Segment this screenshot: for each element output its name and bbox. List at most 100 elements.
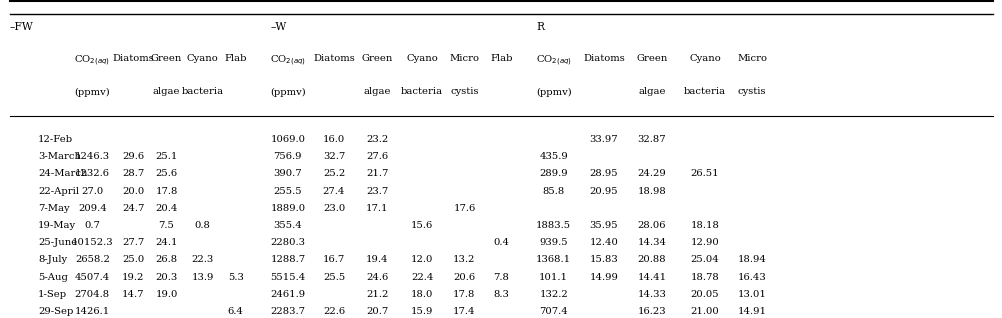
Text: Diatoms: Diatoms [112, 54, 154, 63]
Text: 22.4: 22.4 [411, 273, 433, 281]
Text: 24.29: 24.29 [637, 169, 665, 178]
Text: –FW: –FW [10, 22, 34, 32]
Text: 28.95: 28.95 [589, 169, 617, 178]
Text: 29.6: 29.6 [122, 152, 144, 161]
Text: 1426.1: 1426.1 [74, 307, 110, 316]
Text: 0.8: 0.8 [194, 221, 210, 230]
Text: 8-July: 8-July [38, 255, 67, 264]
Text: 25-June: 25-June [38, 238, 77, 247]
Text: algae: algae [152, 87, 180, 96]
Text: 20.0: 20.0 [122, 187, 144, 196]
Text: Flab: Flab [224, 54, 246, 63]
Text: 14.99: 14.99 [589, 273, 617, 281]
Text: Flab: Flab [490, 54, 512, 63]
Text: 2658.2: 2658.2 [75, 255, 109, 264]
Text: 4507.4: 4507.4 [74, 273, 110, 281]
Text: 6.4: 6.4 [227, 307, 243, 316]
Text: (ppmv): (ppmv) [535, 87, 571, 97]
Text: 12.90: 12.90 [690, 238, 718, 247]
Text: 7.5: 7.5 [158, 221, 174, 230]
Text: 20.7: 20.7 [366, 307, 388, 316]
Text: 19.4: 19.4 [366, 255, 388, 264]
Text: 255.5: 255.5 [274, 187, 302, 196]
Text: 13.2: 13.2 [453, 255, 475, 264]
Text: 24.7: 24.7 [122, 204, 144, 213]
Text: cystis: cystis [737, 87, 766, 96]
Text: bacteria: bacteria [181, 87, 223, 96]
Text: algae: algae [637, 87, 665, 96]
Text: 25.0: 25.0 [122, 255, 144, 264]
Text: 17.8: 17.8 [453, 290, 475, 299]
Text: 5-Aug: 5-Aug [38, 273, 68, 281]
Text: 14.34: 14.34 [637, 238, 665, 247]
Text: 209.4: 209.4 [78, 204, 106, 213]
Text: 1-Sep: 1-Sep [38, 290, 67, 299]
Text: Cyano: Cyano [186, 54, 218, 63]
Text: –W: –W [271, 22, 287, 32]
Text: CO$_{2(aq)}$: CO$_{2(aq)}$ [74, 54, 110, 68]
Text: 707.4: 707.4 [539, 307, 567, 316]
Text: 5515.4: 5515.4 [270, 273, 306, 281]
Text: 12.40: 12.40 [589, 238, 617, 247]
Text: Green: Green [635, 54, 667, 63]
Text: 27.7: 27.7 [122, 238, 144, 247]
Text: Micro: Micro [449, 54, 479, 63]
Text: 23.7: 23.7 [366, 187, 388, 196]
Text: 21.2: 21.2 [366, 290, 388, 299]
Text: Diatoms: Diatoms [313, 54, 355, 63]
Text: 390.7: 390.7 [274, 169, 302, 178]
Text: 5.3: 5.3 [227, 273, 243, 281]
Text: 20.88: 20.88 [637, 255, 665, 264]
Text: 18.98: 18.98 [637, 187, 665, 196]
Text: 14.91: 14.91 [737, 307, 766, 316]
Text: 18.78: 18.78 [690, 273, 718, 281]
Text: 2461.9: 2461.9 [270, 290, 306, 299]
Text: 756.9: 756.9 [274, 152, 302, 161]
Text: 289.9: 289.9 [539, 169, 567, 178]
Text: 20.6: 20.6 [453, 273, 475, 281]
Text: 2280.3: 2280.3 [271, 238, 305, 247]
Text: 16.0: 16.0 [323, 135, 345, 144]
Text: 32.87: 32.87 [637, 135, 665, 144]
Text: 21.7: 21.7 [366, 169, 388, 178]
Text: 20.95: 20.95 [589, 187, 617, 196]
Text: 24.6: 24.6 [366, 273, 388, 281]
Text: 33.97: 33.97 [589, 135, 617, 144]
Text: 0.7: 0.7 [84, 221, 100, 230]
Text: 26.51: 26.51 [690, 169, 718, 178]
Text: 101.1: 101.1 [539, 273, 567, 281]
Text: 22.6: 22.6 [323, 307, 345, 316]
Text: 29-Sep: 29-Sep [38, 307, 73, 316]
Text: 15.9: 15.9 [411, 307, 433, 316]
Text: CO$_{2(aq)}$: CO$_{2(aq)}$ [535, 54, 571, 68]
Text: 20.4: 20.4 [155, 204, 177, 213]
Text: 1069.0: 1069.0 [271, 135, 305, 144]
Text: Micro: Micro [736, 54, 767, 63]
Text: 19.2: 19.2 [122, 273, 144, 281]
Text: 22.3: 22.3 [191, 255, 213, 264]
Text: 27.4: 27.4 [323, 187, 345, 196]
Text: 22-April: 22-April [38, 187, 79, 196]
Text: 16.7: 16.7 [323, 255, 345, 264]
Text: 18.0: 18.0 [411, 290, 433, 299]
Text: 24.1: 24.1 [155, 238, 177, 247]
Text: 3-March: 3-March [38, 152, 81, 161]
Text: 15.83: 15.83 [589, 255, 617, 264]
Text: 19-May: 19-May [38, 221, 76, 230]
Text: 85.8: 85.8 [542, 187, 564, 196]
Text: 12.0: 12.0 [411, 255, 433, 264]
Text: 23.2: 23.2 [366, 135, 388, 144]
Text: Cyano: Cyano [406, 54, 438, 63]
Text: 20.05: 20.05 [690, 290, 718, 299]
Text: 24-March: 24-March [38, 169, 87, 178]
Text: 25.1: 25.1 [155, 152, 177, 161]
Text: 25.04: 25.04 [690, 255, 718, 264]
Text: 15.6: 15.6 [411, 221, 433, 230]
Text: algae: algae [363, 87, 391, 96]
Text: 17.8: 17.8 [155, 187, 177, 196]
Text: 17.4: 17.4 [453, 307, 475, 316]
Text: 35.95: 35.95 [589, 221, 617, 230]
Text: bacteria: bacteria [683, 87, 725, 96]
Text: 14.33: 14.33 [637, 290, 665, 299]
Text: 23.0: 23.0 [323, 204, 345, 213]
